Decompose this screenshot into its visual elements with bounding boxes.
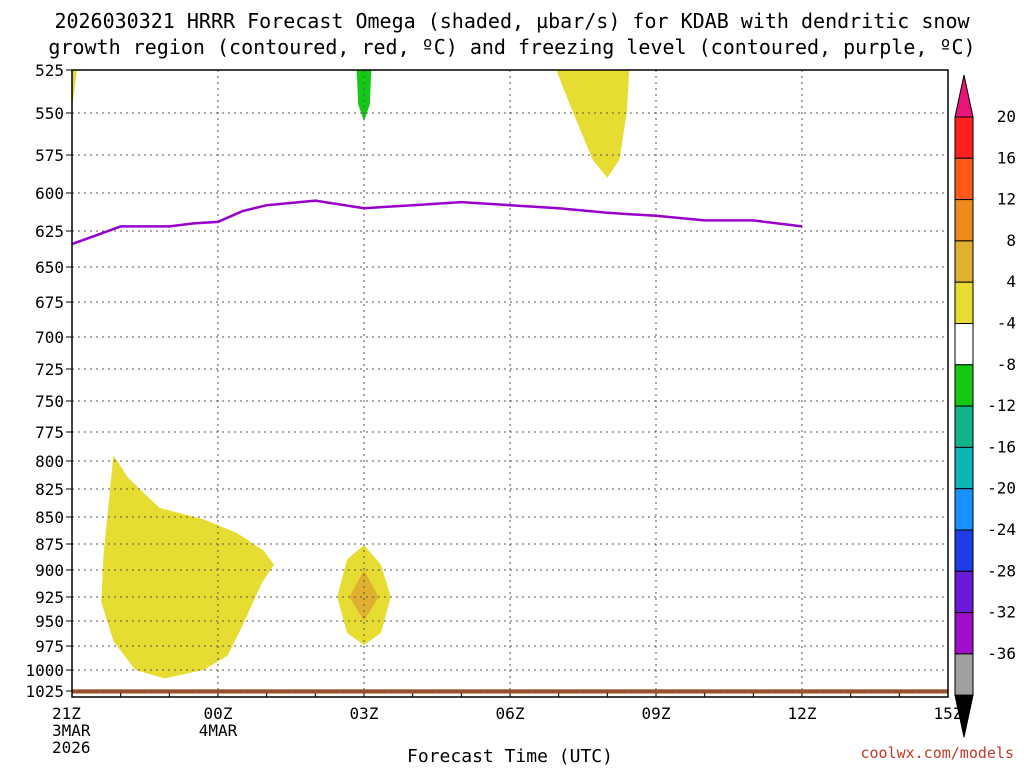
colorbar-label: -24 <box>987 520 1016 539</box>
colorbar-label: -28 <box>987 561 1016 580</box>
colorbar-label: -32 <box>987 603 1016 622</box>
omega-region-6 <box>349 570 379 621</box>
colorbar-label: -36 <box>987 644 1016 663</box>
y-tick-label: 925 <box>35 588 64 607</box>
plot-frame <box>71 69 949 698</box>
chart-title-line-1: 2026030321 HRRR Forecast Omega (shaded, … <box>54 9 970 33</box>
freezing-level-line <box>72 199 803 246</box>
colorbar-top-arrow <box>954 74 974 118</box>
y-axis-ticks: 525 550 575 600 625 650 675 700 725 750 775 800 825 8… <box>25 61 72 701</box>
colorbar-swatch <box>954 653 974 696</box>
omega-region-0 <box>72 70 77 110</box>
colorbar-label: 4 <box>1006 272 1016 291</box>
colorbar-swatch <box>954 323 974 366</box>
omega-region-2 <box>556 70 630 178</box>
colorbar-label: -4 <box>997 314 1016 333</box>
colorbar-swatch <box>954 157 974 201</box>
colorbar-swatch <box>954 405 974 448</box>
y-tick-label: 775 <box>35 423 64 442</box>
y-tick-label: 650 <box>35 258 64 277</box>
y-tick-label: 950 <box>35 612 64 631</box>
grid-lines <box>71 69 949 697</box>
x-tick-label: 12Z <box>788 704 817 723</box>
colorbar-swatch <box>954 199 974 242</box>
credit-text[interactable]: coolwx.com/models <box>860 744 1014 762</box>
colorbar-bottom-arrow <box>954 694 974 738</box>
chart-title-line-2: growth region (contoured, red, ºC) and f… <box>48 35 975 59</box>
y-tick-label: 875 <box>35 535 64 554</box>
y-tick-label: 575 <box>35 146 64 165</box>
omega-region-3 <box>0 477 26 566</box>
x-tick-label: 03Z <box>350 704 379 723</box>
colorbar-swatch <box>954 570 974 614</box>
colorbar-swatch <box>954 446 974 490</box>
y-tick-label: 675 <box>35 293 64 312</box>
y-tick-label: 825 <box>35 480 64 499</box>
colorbar-swatch <box>954 364 974 407</box>
x-tick-label: 06Z <box>496 704 525 723</box>
colorbar-label: -16 <box>987 437 1016 456</box>
y-tick-label: 525 <box>35 61 64 80</box>
y-tick-label: 625 <box>35 222 64 241</box>
freezing-level-layer <box>72 199 803 246</box>
x-tick-label: 09Z <box>642 704 671 723</box>
colorbar-swatch <box>954 529 974 572</box>
x-tick-label: 4MAR <box>199 721 238 740</box>
colorbar-label: 20 <box>997 107 1016 126</box>
x-tick-label: 15Z <box>934 704 963 723</box>
colorbar-label: -12 <box>987 396 1016 415</box>
y-tick-label: 1025 <box>25 682 64 701</box>
colorbar-label: 8 <box>1006 231 1016 250</box>
y-tick-label: 550 <box>35 104 64 123</box>
y-tick-label: 725 <box>35 360 64 379</box>
y-tick-label: 700 <box>35 328 64 347</box>
y-tick-label: 750 <box>35 392 64 411</box>
colorbar-swatch <box>954 488 974 531</box>
colorbar-label: 12 <box>997 190 1016 209</box>
x-tick-label: 2026 <box>52 738 91 757</box>
omega-shading-layer <box>0 70 630 679</box>
colorbar-swatch <box>954 612 974 655</box>
x-axis-label: Forecast Time (UTC) <box>407 746 613 767</box>
colorbar-label: -20 <box>987 479 1016 498</box>
x-tick-label: 3MAR <box>52 721 91 740</box>
colorbar-swatch <box>954 240 974 283</box>
y-tick-label: 1000 <box>25 661 64 680</box>
x-tick-label: 21Z <box>52 704 81 723</box>
colorbar-label: -8 <box>997 355 1016 374</box>
colorbar-label: 16 <box>997 148 1016 167</box>
colorbar: 20 16 12 8 4 -4 -8 -12 -16 -20 -24 -28 -32 -36 <box>954 74 1016 738</box>
y-tick-label: 900 <box>35 561 64 580</box>
y-tick-label: 600 <box>35 184 64 203</box>
colorbar-swatch <box>954 116 974 159</box>
omega-region-4 <box>101 455 274 679</box>
colorbar-swatch <box>954 281 974 325</box>
y-tick-label: 800 <box>35 452 64 471</box>
x-tick-label: 00Z <box>204 704 233 723</box>
y-tick-label: 850 <box>35 508 64 527</box>
y-tick-label: 975 <box>35 637 64 656</box>
